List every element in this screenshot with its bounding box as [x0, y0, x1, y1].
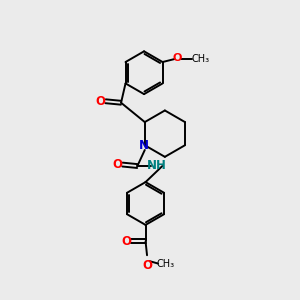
Text: CH₃: CH₃ — [191, 54, 209, 64]
Text: CH₃: CH₃ — [156, 259, 175, 269]
Text: O: O — [173, 53, 182, 63]
Text: O: O — [122, 235, 131, 248]
Text: N: N — [139, 139, 149, 152]
Text: NH: NH — [147, 159, 167, 172]
Text: O: O — [96, 95, 106, 108]
Text: O: O — [113, 158, 123, 171]
Text: O: O — [142, 259, 152, 272]
